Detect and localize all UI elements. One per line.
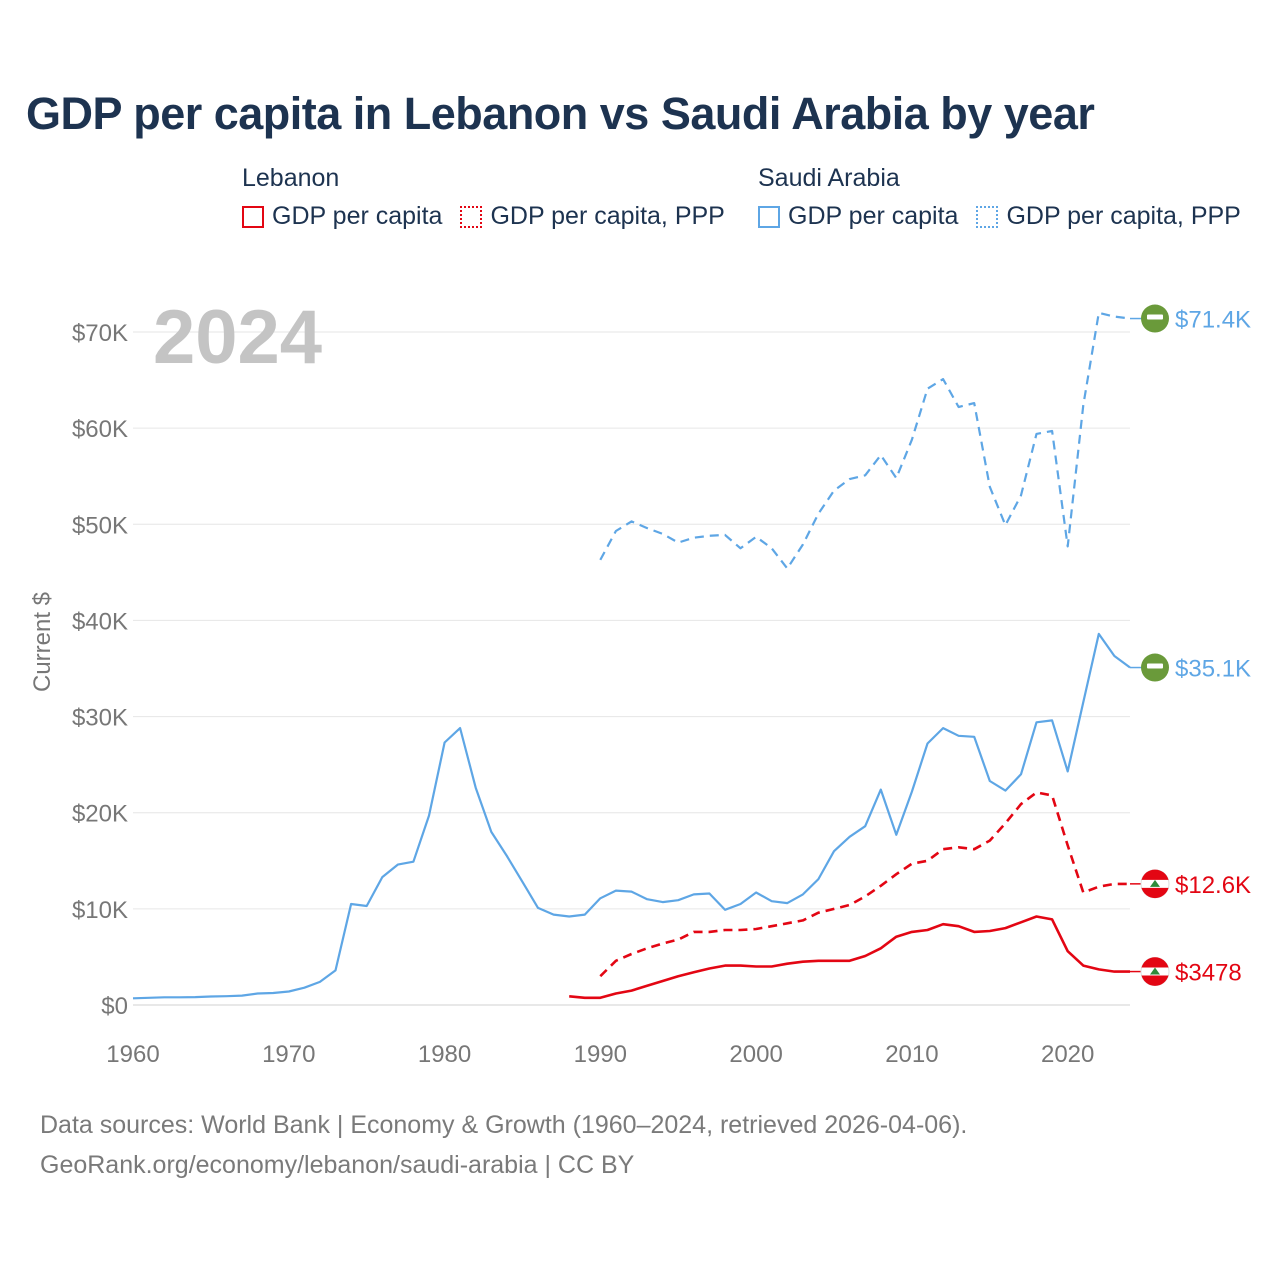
x-tick-label: 2010 <box>885 1041 938 1068</box>
legend-item-lebanon-ppp[interactable]: GDP per capita, PPP <box>460 202 725 231</box>
legend-lebanon-name: Lebanon <box>242 164 340 192</box>
legend-label-saudi-ppp: GDP per capita, PPP <box>1006 202 1241 230</box>
legend-label-saudi-gdp: GDP per capita <box>788 202 959 230</box>
y-tick-label: $30K <box>72 705 128 732</box>
end-value-label: $12.6K <box>1175 872 1251 899</box>
flag-script-mark <box>1147 314 1163 320</box>
y-tick-label: $0 <box>101 993 128 1020</box>
flag-stripe-bottom <box>1141 887 1169 899</box>
y-tick-label: $10K <box>72 897 128 924</box>
y-tick-label: $40K <box>72 608 128 635</box>
flag-stripe-top <box>1141 957 1169 968</box>
series-line-lebanon-ppp <box>599 791 1130 978</box>
legend-label-lebanon-ppp: GDP per capita, PPP <box>490 202 725 230</box>
series-line-saudi-gdp <box>132 632 1131 1000</box>
legend-swatch-lebanon-solid <box>242 205 264 228</box>
footer-sources: Data sources: World Bank | Economy & Gro… <box>40 1111 968 1139</box>
y-tick-label: $50K <box>72 512 128 539</box>
y-axis-label: Current $ <box>29 592 56 692</box>
legend-saudi: Saudi Arabia GDP per capita GDP per capi… <box>758 160 1259 231</box>
x-tick-label: 1970 <box>262 1041 315 1068</box>
legend-swatch-lebanon-dotted <box>460 205 483 228</box>
series-line-lebanon-gdp <box>569 915 1130 1000</box>
legend-item-saudi-ppp[interactable]: GDP per capita, PPP <box>976 202 1241 231</box>
legend-label-lebanon-gdp: GDP per capita <box>272 202 443 230</box>
flag-cedar-mark <box>1150 879 1160 887</box>
flag-script-mark <box>1147 663 1163 669</box>
x-tick-label: 2020 <box>1041 1041 1094 1068</box>
legend-item-saudi-gdp[interactable]: GDP per capita <box>758 202 958 231</box>
y-tick-label: $70K <box>72 320 128 347</box>
x-tick-label: 1990 <box>574 1041 627 1068</box>
legend-swatch-saudi-dotted <box>976 205 999 228</box>
chart-title: GDP per capita in Lebanon vs Saudi Arabi… <box>26 88 1095 139</box>
footer: Data sources: World Bank | Economy & Gro… <box>40 1105 967 1185</box>
footer-url[interactable]: GeoRank.org/economy/lebanon/saudi-arabia… <box>40 1151 635 1179</box>
y-tick-label: $60K <box>72 416 128 443</box>
flag-stripe-bottom <box>1141 975 1169 986</box>
series-line-saudi-ppp <box>599 311 1131 570</box>
legend-swatch-saudi-solid <box>758 205 780 228</box>
x-tick-label: 2000 <box>729 1041 782 1068</box>
end-value-label: $3478 <box>1175 960 1242 987</box>
year-label: 2024 <box>153 295 322 380</box>
x-tick-label: 1980 <box>418 1041 471 1068</box>
y-tick-label: $20K <box>72 801 128 828</box>
legend-lebanon: Lebanon GDP per capita GDP per capita, P… <box>242 160 743 231</box>
end-value-label: $71.4K <box>1175 307 1251 334</box>
legend-saudi-name: Saudi Arabia <box>758 164 900 192</box>
flag-stripe-top <box>1141 869 1169 880</box>
x-tick-label: 1960 <box>106 1041 159 1068</box>
end-value-label: $35.1K <box>1175 656 1251 683</box>
legend-item-lebanon-gdp[interactable]: GDP per capita <box>242 202 442 231</box>
flag-cedar-mark <box>1150 967 1160 975</box>
